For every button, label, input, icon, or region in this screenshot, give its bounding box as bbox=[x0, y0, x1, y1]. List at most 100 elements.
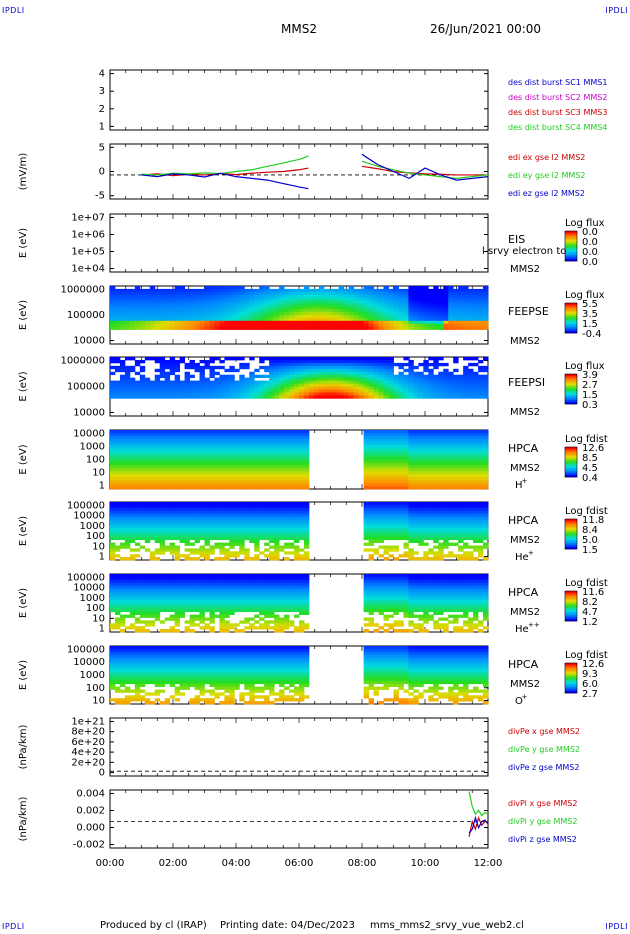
spectrogram-cell bbox=[169, 450, 176, 454]
spectrogram-cell bbox=[219, 507, 225, 512]
spectrogram-cell bbox=[378, 374, 384, 379]
spectrogram-cell bbox=[114, 380, 121, 384]
spectrogram-cell bbox=[383, 300, 389, 304]
spectrogram-cell bbox=[234, 502, 240, 506]
spectrogram-cell bbox=[124, 480, 131, 484]
spectrogram-cell bbox=[373, 474, 379, 478]
spectrogram-cell bbox=[179, 444, 186, 449]
y-tick-label: 1 bbox=[99, 480, 105, 491]
spectrogram-cell bbox=[388, 507, 394, 512]
spectrogram-cell bbox=[433, 531, 439, 535]
spectrogram-cell bbox=[224, 432, 230, 437]
spectrogram-cell bbox=[149, 453, 156, 457]
spectrogram-cell bbox=[134, 294, 141, 298]
spectrogram-cell bbox=[303, 432, 310, 437]
spectrogram-cell bbox=[110, 315, 116, 319]
spectrogram-cell bbox=[458, 309, 464, 313]
spectrogram-cell bbox=[289, 365, 295, 370]
spectrogram-cell bbox=[139, 456, 146, 460]
spectrogram-cell bbox=[259, 441, 265, 446]
spectrogram-cell bbox=[269, 441, 275, 446]
y-axis-label: E (eV) bbox=[18, 300, 29, 330]
spectrogram-cell bbox=[333, 326, 340, 330]
spectrogram-cell bbox=[144, 326, 151, 330]
spectrogram-cell bbox=[398, 447, 404, 452]
spectrogram-cell bbox=[214, 486, 220, 490]
spectrogram-cell bbox=[363, 444, 370, 449]
spectrogram-cell bbox=[264, 548, 270, 552]
spectrogram-cell bbox=[408, 519, 414, 523]
spectrogram-cell bbox=[194, 323, 200, 327]
spectrogram-cell bbox=[179, 392, 186, 396]
colorbar-cell bbox=[565, 240, 577, 243]
spectrogram-cell bbox=[289, 441, 295, 446]
spectrogram-cell bbox=[119, 459, 126, 463]
spectrogram-cell bbox=[249, 435, 255, 440]
spectrogram-cell bbox=[383, 438, 389, 443]
spectrogram-cell bbox=[174, 309, 181, 313]
spectrogram-cell bbox=[254, 480, 260, 484]
spectrogram-cell bbox=[473, 432, 479, 437]
spectrogram-cell bbox=[169, 533, 176, 538]
spectrogram-cell bbox=[110, 453, 116, 457]
spectrogram-cell bbox=[189, 320, 195, 325]
spectrogram-cell bbox=[433, 536, 439, 541]
spectrogram-cell bbox=[214, 297, 220, 301]
spectrogram-cell bbox=[189, 386, 195, 390]
colorbar-cell bbox=[565, 396, 577, 399]
spectrogram-cell bbox=[393, 441, 399, 446]
spectrogram-cell bbox=[184, 456, 190, 460]
spectrogram-cell bbox=[408, 320, 414, 325]
spectrogram-cell bbox=[388, 444, 394, 449]
spectrogram-cell bbox=[264, 486, 270, 490]
spectrogram-cell bbox=[443, 374, 449, 379]
spectrogram-cell bbox=[473, 486, 479, 490]
spectrogram-cell bbox=[189, 522, 195, 526]
spectrogram-cell bbox=[408, 525, 414, 529]
spectrogram-cell bbox=[154, 377, 161, 381]
spectrogram-cell bbox=[279, 516, 285, 520]
spectrogram-cell bbox=[398, 465, 404, 469]
spectrogram-cell bbox=[483, 471, 489, 475]
spectrogram-cell bbox=[114, 312, 121, 316]
spectrogram-cell bbox=[328, 300, 335, 304]
spectrogram-cell bbox=[169, 368, 176, 373]
spectrogram-cell bbox=[378, 536, 384, 541]
spectrogram-cell bbox=[214, 430, 220, 434]
spectrogram-cell bbox=[363, 525, 370, 529]
spectrogram-cell bbox=[154, 441, 161, 446]
spectrogram-cell bbox=[398, 306, 404, 310]
spectrogram-cell bbox=[269, 483, 275, 487]
spectrogram-cell bbox=[229, 502, 235, 506]
spectrogram-cell bbox=[393, 528, 399, 532]
spectrogram-cell bbox=[413, 435, 419, 440]
spectrogram-cell bbox=[239, 450, 245, 454]
y-tick-label: 1e+07 bbox=[71, 212, 105, 223]
spectrogram-cell bbox=[194, 456, 200, 460]
spectrogram-cell bbox=[413, 315, 419, 319]
spectrogram-cell bbox=[448, 465, 454, 469]
spectrogram-cell bbox=[313, 309, 320, 313]
spectrogram-cell bbox=[129, 450, 136, 454]
spectrogram-cell bbox=[144, 513, 151, 517]
spectrogram-cell bbox=[378, 459, 384, 463]
spectrogram-cell bbox=[363, 320, 370, 325]
spectrogram-cell bbox=[333, 320, 340, 325]
spectrogram-cell bbox=[313, 371, 320, 376]
spectrogram-cell bbox=[224, 438, 230, 443]
spectrogram-cell bbox=[408, 456, 414, 460]
spectrogram-cell bbox=[443, 300, 449, 304]
spectrogram-cell bbox=[313, 386, 320, 390]
spectrogram-cell bbox=[294, 471, 300, 475]
spectrogram-cell bbox=[129, 539, 136, 543]
spectrogram-cell bbox=[139, 447, 146, 452]
spectrogram-cell bbox=[333, 297, 340, 301]
spectrogram-cell bbox=[204, 297, 210, 301]
spectrogram-cell bbox=[368, 533, 375, 538]
spectrogram-cell bbox=[378, 430, 384, 434]
spectrogram-cell bbox=[363, 326, 370, 330]
spectrogram-cell bbox=[110, 459, 116, 463]
spectrogram-cell bbox=[174, 374, 181, 379]
spectrogram-cell bbox=[299, 453, 305, 457]
spectrogram-cell bbox=[388, 395, 394, 399]
